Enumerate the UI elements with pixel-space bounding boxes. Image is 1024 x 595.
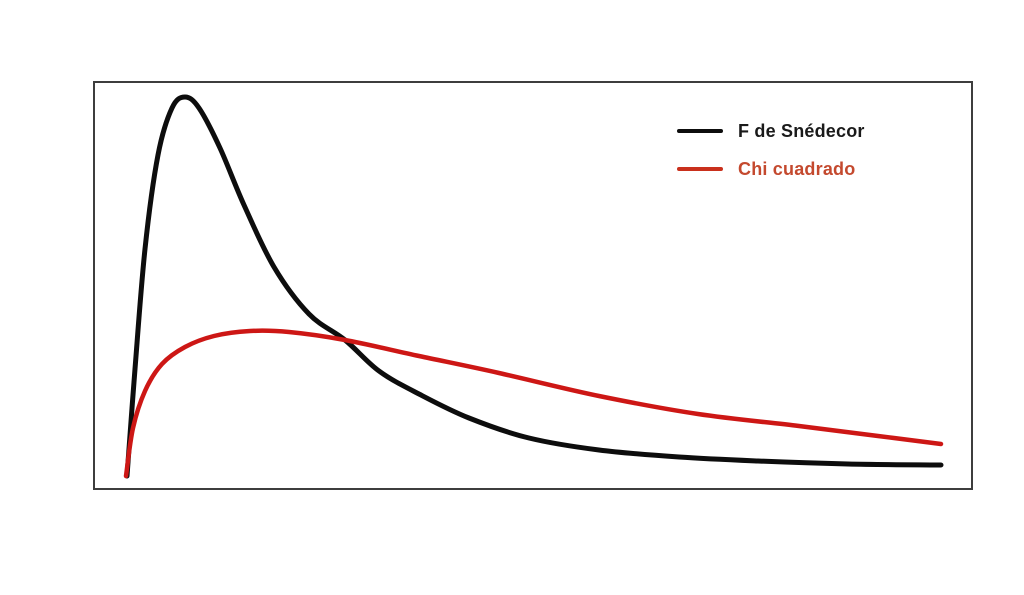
legend-item-f-snedecor: F de Snédecor (677, 120, 865, 141)
legend-label-chi-cuadrado: Chi cuadrado (738, 158, 856, 179)
legend-label-f-snedecor: F de Snédecor (738, 120, 865, 141)
chi-cuadrado-line-swatch (677, 166, 723, 171)
legend: F de Snédecor Chi cuadrado (677, 120, 865, 196)
legend-item-chi-cuadrado: Chi cuadrado (677, 158, 865, 179)
f-snedecor-line-swatch (677, 128, 723, 133)
